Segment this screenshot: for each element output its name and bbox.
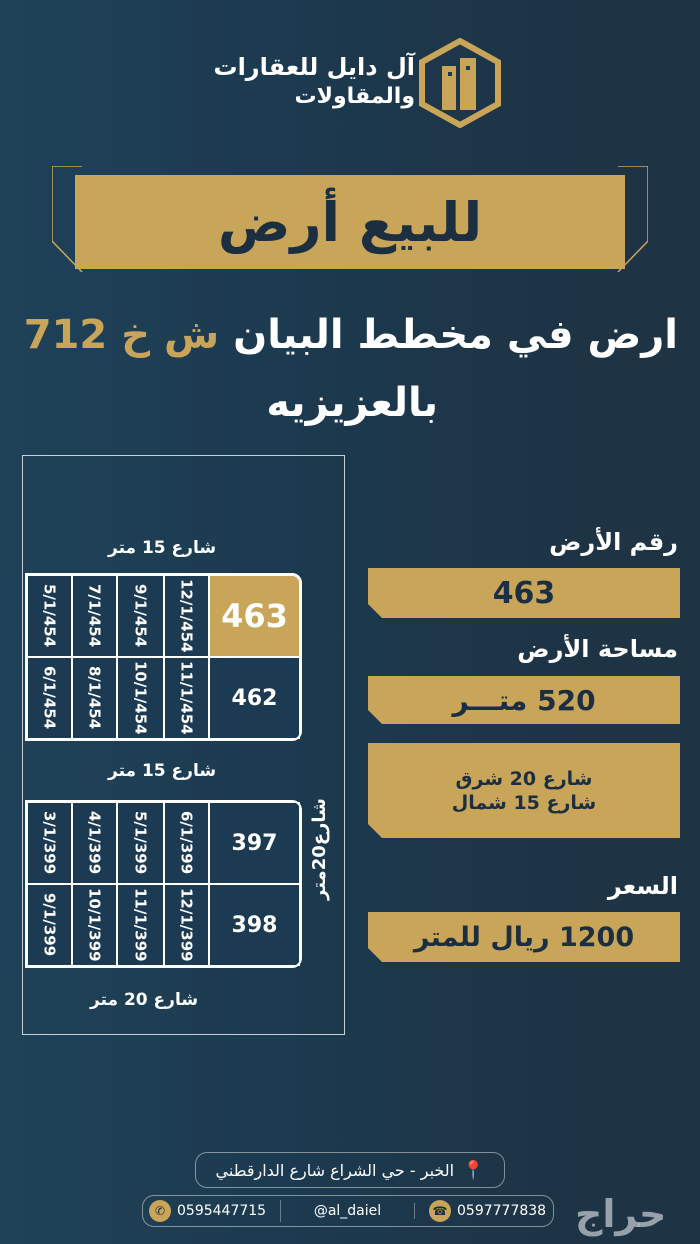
phone-contact[interactable]: ☎ 0597777838 [415, 1200, 553, 1222]
lot-cell: 12/1/399 [164, 884, 209, 966]
whatsapp-number: 0595447715 [177, 1203, 267, 1219]
social-handle[interactable]: @al_daiel [281, 1203, 415, 1219]
plan-frame [22, 455, 345, 1035]
lot-cell: 10/1/454 [117, 657, 164, 739]
haraj-watermark: حراج [575, 1192, 667, 1236]
streets-box: شارع 20 شرق شارع 15 شمال [368, 743, 680, 838]
lot-cell: 4/1/399 [72, 802, 117, 884]
headline-text: ارض في مخطط البيان [233, 312, 678, 358]
address-pill: 📍 الخبر - حي الشراع شارع الدارقطني [195, 1152, 505, 1188]
price-label: السعر [607, 872, 678, 900]
brand-line2: والمقاولات [294, 84, 415, 109]
plot-398: 398 [209, 884, 300, 966]
plot-number-label: رقم الأرض [549, 528, 678, 556]
lot-cell: 12/1/454 [164, 575, 209, 657]
lot-cell: 7/1/454 [72, 575, 117, 657]
street-east: شارع 20 شرق [455, 767, 593, 790]
lot-cell: 5/1/454 [27, 575, 72, 657]
building-logo-icon [419, 38, 501, 128]
lot-cell: 9/1/399 [27, 884, 72, 966]
plot-number-value: 463 [368, 568, 680, 618]
middle-street-label: شارع 15 متر [108, 761, 217, 781]
brand-name: آل دايل للعقارات والمقاولات [195, 52, 415, 112]
plot-463-highlighted: 463 [209, 575, 300, 657]
whatsapp-icon: ✆ [149, 1200, 171, 1222]
lot-cell: 6/1/454 [27, 657, 72, 739]
contacts-pill: ✆ 0595447715 @al_daiel ☎ 0597777838 [142, 1195, 554, 1227]
phone-number: 0597777838 [457, 1203, 547, 1219]
plan-block-399: 3/1/399 4/1/399 5/1/399 6/1/399 397 9/1/… [25, 800, 302, 968]
headline-highlight: ش خ 712 [23, 312, 220, 358]
lot-cell: 8/1/454 [72, 657, 117, 739]
lot-cell: 6/1/399 [164, 802, 209, 884]
area-label: مساحة الأرض [517, 635, 678, 663]
area-value: 520 متـــر [368, 676, 680, 724]
for-sale-banner: للبيع أرض [75, 175, 625, 269]
lot-cell: 3/1/399 [27, 802, 72, 884]
location-pin-icon: 📍 [462, 1159, 485, 1181]
street-north: شارع 15 شمال [451, 791, 597, 814]
lot-cell: 9/1/454 [117, 575, 164, 657]
headline-line2: بالعزيزيه [266, 380, 438, 426]
plot-397: 397 [209, 802, 300, 884]
banner-frame [52, 166, 648, 272]
phone-icon: ☎ [429, 1200, 451, 1222]
lot-cell: 11/1/399 [117, 884, 164, 966]
plot-462: 462 [209, 657, 300, 739]
whatsapp-contact[interactable]: ✆ 0595447715 [143, 1200, 281, 1222]
bottom-street-label: شارع 20 متر [90, 990, 199, 1010]
plan-block-454: 5/1/454 7/1/454 9/1/454 12/1/454 463 6/1… [25, 573, 302, 741]
side-street-text: شارع20متر [309, 798, 330, 900]
address-text: الخبر - حي الشراع شارع الدارقطني [215, 1160, 455, 1180]
lot-cell: 5/1/399 [117, 802, 164, 884]
lot-cell: 10/1/399 [72, 884, 117, 966]
brand-line1: آل دايل للعقارات [213, 53, 415, 81]
headline: ارض في مخطط البيان ش خ 712 [24, 312, 678, 358]
lot-cell: 11/1/454 [164, 657, 209, 739]
price-value: 1200 ريال للمتر [368, 912, 680, 962]
top-street-label: شارع 15 متر [108, 538, 217, 558]
